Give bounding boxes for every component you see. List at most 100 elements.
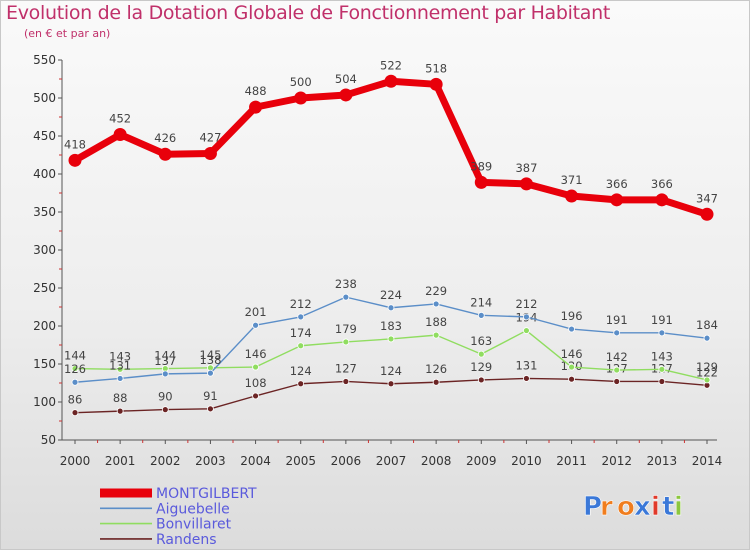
data-point [71,409,79,417]
data-label: 366 [651,177,673,191]
y-tick-label: 250 [33,281,56,295]
data-point [294,91,308,105]
data-point [519,177,533,191]
data-point [658,329,666,337]
data-label: 452 [109,111,131,125]
data-point [339,88,353,102]
data-label: 238 [335,277,357,291]
data-label: 122 [696,365,718,379]
data-label: 86 [68,393,83,407]
data-point [161,406,169,414]
x-tick-label: 2014 [692,454,723,468]
data-point [113,127,127,141]
x-tick-label: 2003 [195,454,226,468]
data-point [252,321,259,329]
data-label: 366 [606,177,628,191]
data-point [342,338,350,346]
data-label: 129 [696,360,718,374]
data-point [523,313,530,321]
data-label: 184 [696,318,718,332]
data-point [474,175,488,189]
data-label: 371 [561,173,583,187]
data-label: 108 [245,376,267,390]
data-label: 179 [335,322,357,336]
logo-letter: P [583,492,602,522]
data-point [252,363,259,371]
data-label: 201 [245,305,267,319]
data-label: 143 [109,349,131,363]
y-tick-label: 550 [33,53,56,67]
logo-letter: i [674,492,683,522]
data-label: 174 [290,326,312,340]
data-point [252,392,259,400]
chart-subtitle: (en € et par an) [24,27,111,40]
data-point [387,304,395,312]
series-line [73,77,709,218]
data-label: 138 [199,353,221,367]
data-label: 426 [154,131,176,145]
data-label: 500 [290,75,312,89]
data-point [429,77,443,91]
data-label: 126 [425,362,447,376]
data-point [297,313,305,321]
data-label: 145 [199,348,221,362]
legend-label: Randens [156,532,217,548]
data-point [203,146,217,160]
data-point [477,311,485,319]
data-label: 427 [199,130,221,144]
data-label: 142 [606,350,628,364]
data-point [68,153,82,167]
data-label: 504 [335,72,357,86]
x-tick-label: 2007 [376,454,407,468]
data-point [700,207,714,221]
data-label: 144 [154,349,176,363]
data-label: 387 [515,161,537,175]
data-point [523,375,530,382]
data-label: 131 [109,358,131,372]
data-label: 146 [561,347,583,361]
data-point [703,334,711,342]
legend-label: MONTGILBERT [156,486,257,502]
y-tick-label: 450 [33,129,56,143]
data-point [207,369,214,377]
logo-letter: i [651,492,660,522]
data-point [432,378,440,386]
data-point [610,193,624,207]
data-label: 212 [290,297,312,311]
data-point [384,74,398,88]
data-label: 91 [203,389,218,403]
logo-letter: r [600,492,613,522]
data-point [613,378,621,385]
series-bonvillaret: 1441431441451461741791831881631941461421… [64,311,718,384]
data-label: 488 [245,84,267,98]
x-tick-label: 2013 [647,454,678,468]
data-point [387,380,395,388]
data-label: 191 [651,313,673,327]
data-label: 88 [113,391,128,405]
data-point [523,327,530,334]
y-tick-label: 200 [33,319,56,333]
data-label: 90 [158,390,173,404]
data-point [297,380,305,388]
data-point [116,407,124,415]
data-label: 522 [380,58,402,72]
data-point [432,300,440,308]
data-label: 124 [290,364,312,378]
y-tick-label: 50 [41,433,56,447]
series-layer: 8688909110812412712412612913113012712712… [64,58,718,417]
data-label: 212 [515,297,537,311]
logo-letter: o [617,492,635,522]
data-point [477,350,485,358]
data-point [568,325,575,333]
logo-letter: t [662,492,674,522]
data-label: 347 [696,191,718,205]
data-label: 137 [154,354,176,368]
proxiti-logo: Pr o x i t i [583,492,684,523]
series-randens: 8688909110812412712412612913113012712712… [68,358,718,417]
data-label: 196 [561,309,583,323]
data-point [116,365,124,373]
y-tick-label: 300 [33,243,56,257]
data-point [568,375,575,383]
